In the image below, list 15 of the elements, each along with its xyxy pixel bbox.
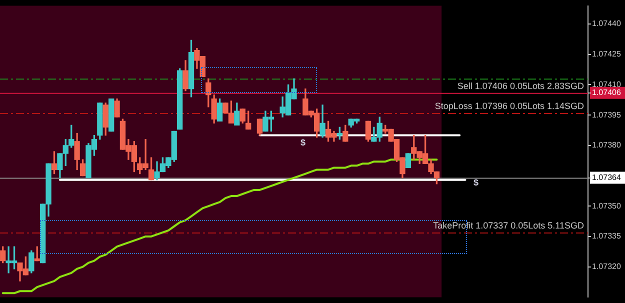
- y-tick-label: 1.07350: [592, 201, 622, 210]
- ref-line-label: StopLoss 1.07396 0.05Lots 1.14SGD: [434, 101, 584, 112]
- y-tick-label: 1.07380: [592, 140, 622, 150]
- y-tick-label: 1.07320: [592, 262, 622, 272]
- ref-line-label: Sell 1.07406 0.05Lots 2.83SGD: [457, 80, 584, 91]
- y-tick-label: 1.07440: [592, 19, 622, 28]
- y-tick-label: 1.07410: [592, 80, 622, 89]
- y-tick-label: 1.07364: [592, 173, 622, 182]
- y-tick-label: 1.07335: [592, 232, 622, 241]
- y-tick-label: 1.07425: [592, 50, 622, 59]
- y-tick-label: 1.07406: [592, 88, 622, 98]
- annotation: $: [473, 177, 479, 188]
- annotation: $: [300, 137, 306, 148]
- y-tick-label: 1.07395: [592, 110, 622, 120]
- ref-line-label: TakeProfit 1.07337 0.05Lots 5.11SGD: [433, 220, 584, 230]
